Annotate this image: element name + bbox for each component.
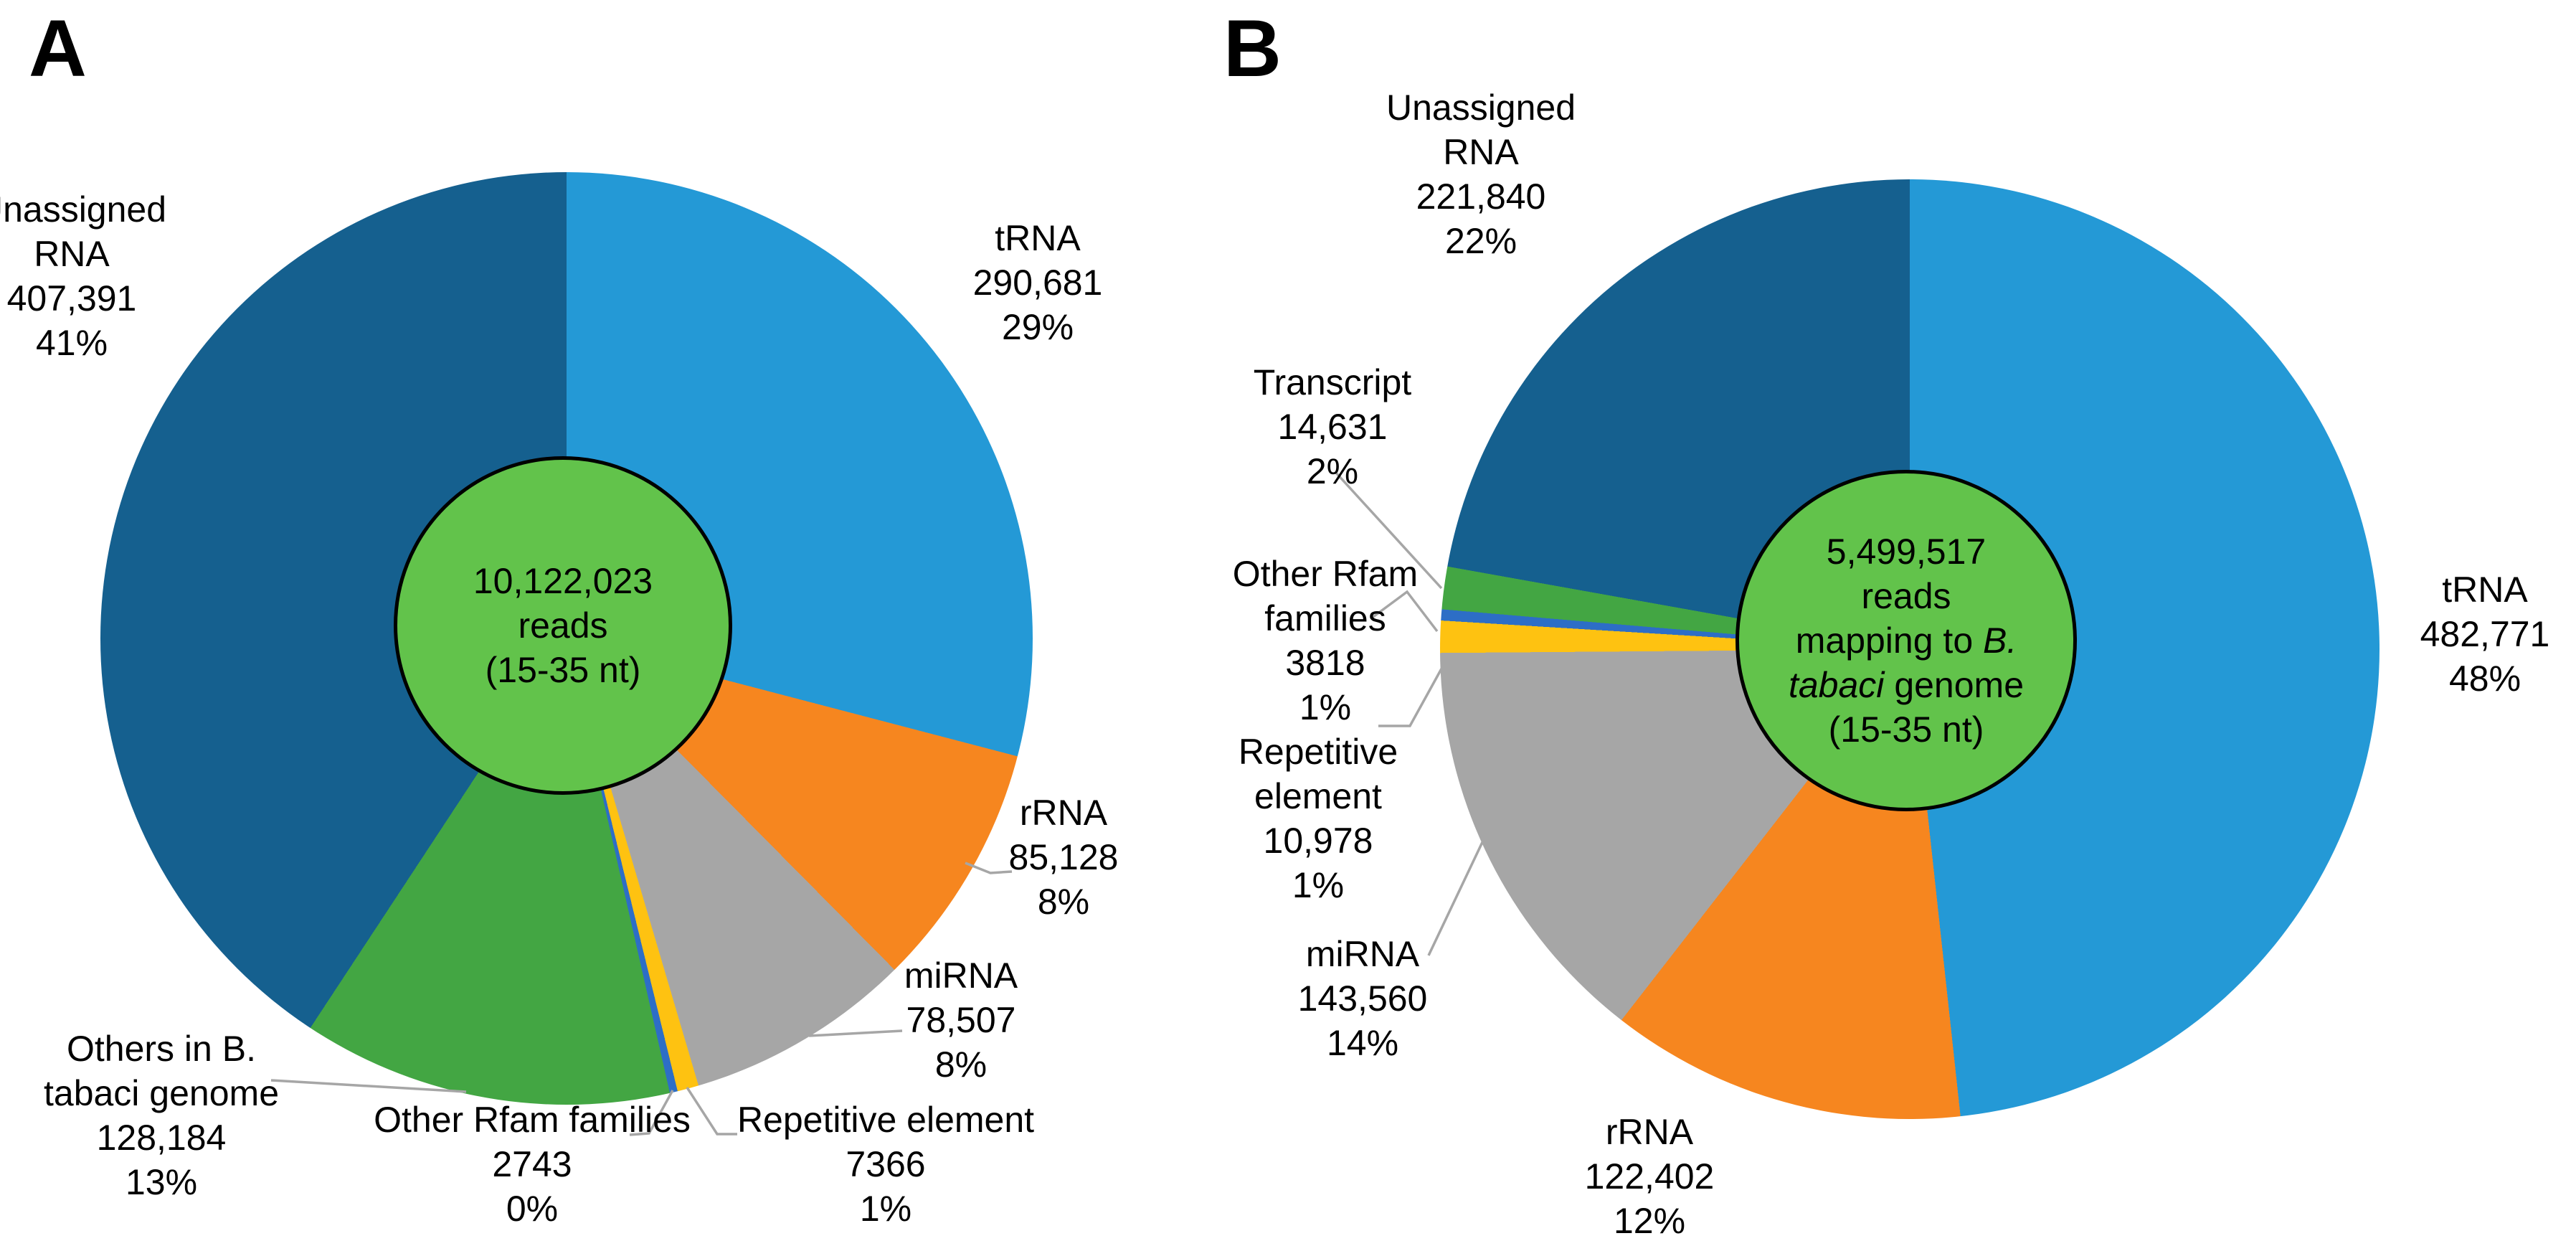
panel-a-letter: A bbox=[29, 4, 87, 93]
label-other-rfam-families-b: Other Rfam families 3818 1% bbox=[1232, 554, 1419, 727]
label-mirna-b: miRNA 143,560 14% bbox=[1297, 934, 1428, 1063]
label-repetitive-element-a: Repetitive element 7366 1% bbox=[737, 1100, 1035, 1229]
label-mirna-a: miRNA 78,507 8% bbox=[904, 955, 1018, 1085]
label-rrna-b: rRNA 122,402 12% bbox=[1584, 1112, 1715, 1241]
label-other-rfam-families-a: Other Rfam families 2743 0% bbox=[374, 1100, 691, 1229]
pie-a-center-text: 10,122,023 reads (15-35 nt) bbox=[473, 561, 653, 690]
label-unassigned-rna-b: Unassigned RNA 221,840 22% bbox=[1386, 88, 1576, 261]
label-trna-a: tRNA 290,681 29% bbox=[972, 218, 1103, 347]
label-trna-b: tRNA 482,771 48% bbox=[2420, 570, 2550, 699]
pie-b-center-text: 5,499,517 reads mapping to B. tabaci gen… bbox=[1788, 532, 2025, 750]
leader-line-repetitive-a bbox=[686, 1087, 737, 1136]
label-repetitive-element-b: Repetitive element 10,978 1% bbox=[1238, 732, 1398, 905]
panel-b-letter: B bbox=[1223, 4, 1282, 93]
leader-line-mirna-a bbox=[808, 1029, 903, 1037]
pie-b-center-circle: 5,499,517 reads mapping to B. tabaci gen… bbox=[1736, 470, 2077, 811]
label-unassigned-rna-a: Unassigned RNA 407,391 41% bbox=[0, 189, 167, 363]
leader-line-mirna-b bbox=[1427, 840, 1484, 956]
label-transcript-b: Transcript 14,631 2% bbox=[1253, 362, 1412, 491]
label-others-in-genome-a: Others in B. tabaci genome 128,184 13% bbox=[43, 1029, 280, 1202]
label-rrna-a: rRNA 85,128 8% bbox=[1008, 793, 1119, 922]
pie-a-center-circle: 10,122,023 reads (15-35 nt) bbox=[394, 456, 732, 795]
